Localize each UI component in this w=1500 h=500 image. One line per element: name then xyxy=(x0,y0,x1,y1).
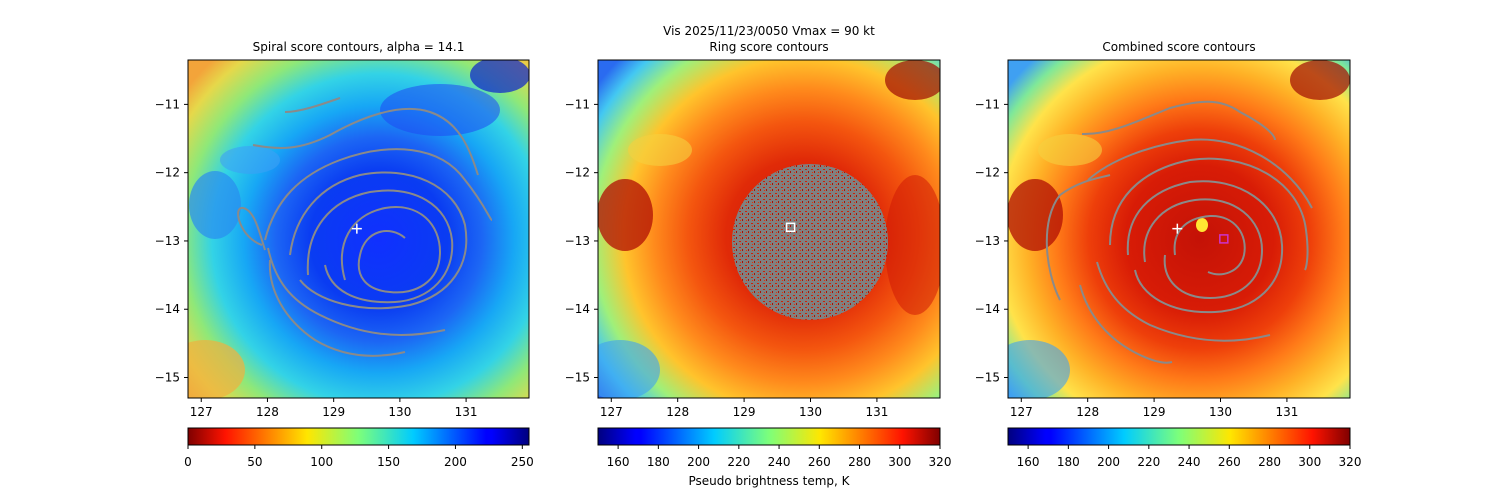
cloud-patch xyxy=(597,179,653,251)
colorbar-tick-label: 180 xyxy=(647,455,670,469)
y-tick-label: −13 xyxy=(565,234,590,248)
y-tick-label: −11 xyxy=(975,97,1000,111)
y-tick-label: −12 xyxy=(155,166,180,180)
y-tick-label: −14 xyxy=(565,302,590,316)
colorbar-gradient xyxy=(598,428,940,445)
eye-hot-spot xyxy=(1196,218,1208,232)
colorbar-ring: 160 180 200 220 240 260 280 300 320 Pseudo brigh… xyxy=(598,428,951,488)
colorbar-tick-label: 50 xyxy=(247,455,262,469)
cloud-patch xyxy=(1290,60,1350,100)
colorbar-tick-label: 250 xyxy=(511,455,534,469)
x-tick-label: 127 xyxy=(1010,405,1033,419)
y-tick-label: −15 xyxy=(975,371,1000,385)
colorbar-tick-label: 100 xyxy=(310,455,333,469)
colorbar-tick-label: 200 xyxy=(687,455,710,469)
figure-suptitle: Vis 2025/11/23/0050 Vmax = 90 kt xyxy=(663,24,875,38)
x-tick-label: 130 xyxy=(1209,405,1232,419)
colorbar-gradient xyxy=(1008,428,1350,445)
y-tick-label: −14 xyxy=(155,302,180,316)
cloud-patch xyxy=(628,134,692,166)
panel-title: Spiral score contours, alpha = 14.1 xyxy=(253,40,465,54)
x-tick-label: 127 xyxy=(190,405,213,419)
x-tick-label: 129 xyxy=(733,405,756,419)
colorbar-tick-label: 200 xyxy=(444,455,467,469)
colorbar-tick-label: 220 xyxy=(727,455,750,469)
colorbar-tick-label: 0 xyxy=(184,455,192,469)
colorbar-combined: 160 180 200 220 240 260 280 300 320 xyxy=(1008,428,1361,469)
x-tick-label: 131 xyxy=(865,405,888,419)
y-tick-label: −12 xyxy=(565,166,590,180)
x-tick-label: 129 xyxy=(322,405,345,419)
x-tick-label: 128 xyxy=(1076,405,1099,419)
y-tick-label: −15 xyxy=(155,371,180,385)
colorbar-tick-label: 180 xyxy=(1057,455,1080,469)
colorbar-tick-label: 260 xyxy=(808,455,831,469)
figure: Vis 2025/11/23/0050 Vmax = 90 kt Spiral … xyxy=(0,0,1500,500)
y-tick-label: −14 xyxy=(975,302,1000,316)
colorbar-tick-label: 320 xyxy=(1339,455,1362,469)
colorbar-tick-label: 260 xyxy=(1218,455,1241,469)
x-tick-label: 128 xyxy=(666,405,689,419)
panel-spiral-score: Spiral score contours, alpha = 14.1 1 xyxy=(155,40,530,419)
y-tick-label: −15 xyxy=(565,371,590,385)
colorbar-label: Pseudo brightness temp, K xyxy=(688,474,850,488)
ring-score-mask xyxy=(732,164,888,320)
y-tick-label: −11 xyxy=(565,97,590,111)
x-tick-label: 128 xyxy=(256,405,279,419)
colorbar-tick-label: 320 xyxy=(929,455,952,469)
colorbar-gradient xyxy=(188,428,529,445)
colorbar-tick-label: 280 xyxy=(848,455,871,469)
colorbar-tick-label: 240 xyxy=(768,455,791,469)
y-tick-label: −12 xyxy=(975,166,1000,180)
cloud-patch xyxy=(470,57,530,93)
colorbar-tick-label: 280 xyxy=(1258,455,1281,469)
colorbar-tick-label: 150 xyxy=(377,455,400,469)
cloud-patch xyxy=(885,60,945,100)
colorbar-tick-label: 240 xyxy=(1178,455,1201,469)
colorbar-tick-label: 160 xyxy=(1017,455,1040,469)
panel-ring-score: Ring score contours 127 128 129 130 131 −11 −1… xyxy=(565,40,945,419)
panel-title: Ring score contours xyxy=(709,40,828,54)
cloud-patch xyxy=(1007,179,1063,251)
colorbar-tick-label: 220 xyxy=(1137,455,1160,469)
colorbar-tick-label: 300 xyxy=(1298,455,1321,469)
cloud-patch xyxy=(1038,134,1102,166)
x-tick-label: 130 xyxy=(388,405,411,419)
colorbar-tick-label: 200 xyxy=(1097,455,1120,469)
x-tick-label: 127 xyxy=(600,405,623,419)
y-tick-label: −11 xyxy=(155,97,180,111)
y-tick-label: −13 xyxy=(975,234,1000,248)
panel-title: Combined score contours xyxy=(1102,40,1255,54)
colorbar-spiral: 0 50 100 150 200 250 xyxy=(184,428,534,469)
cloud-patch xyxy=(885,175,945,315)
x-tick-label: 131 xyxy=(1275,405,1298,419)
x-tick-label: 131 xyxy=(455,405,478,419)
cloud-patch xyxy=(580,340,660,400)
colorbar-tick-label: 300 xyxy=(888,455,911,469)
x-tick-label: 129 xyxy=(1143,405,1166,419)
cloud-patch xyxy=(990,340,1070,400)
cloud-patch xyxy=(220,146,280,174)
cloud-patch xyxy=(189,171,241,239)
colorbar-tick-label: 160 xyxy=(607,455,630,469)
x-tick-label: 130 xyxy=(799,405,822,419)
y-tick-label: −13 xyxy=(155,234,180,248)
panel-combined-score: Combined score contours 127 128 129 130 131 −… xyxy=(975,40,1350,419)
